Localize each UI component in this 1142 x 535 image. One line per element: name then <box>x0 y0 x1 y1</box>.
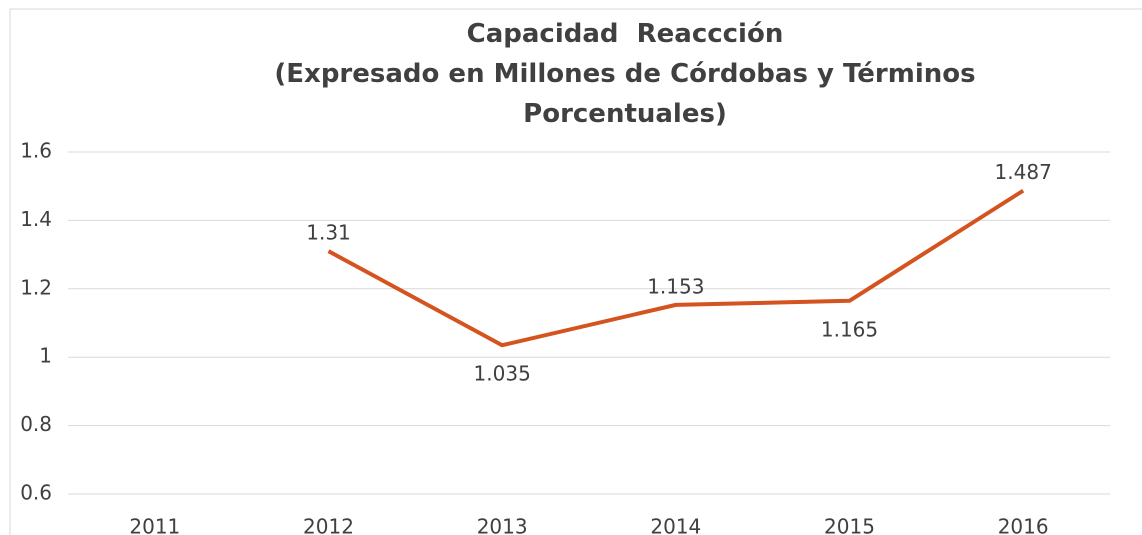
y-tick-label: 0.8 <box>20 412 52 436</box>
data-line <box>327 188 1025 348</box>
data-label: 1.31 <box>306 221 351 245</box>
y-tick-label: 1.6 <box>20 139 52 163</box>
x-tick-label: 2014 <box>650 515 701 535</box>
title-block: Capacidad Reaccción (Expresado en Millon… <box>230 14 1020 134</box>
x-tick-label: 2012 <box>303 515 354 535</box>
data-label: 1.165 <box>821 317 878 341</box>
data-label: 1.487 <box>995 160 1052 184</box>
x-tick-label: 2013 <box>477 515 528 535</box>
data-label: 1.035 <box>474 362 531 386</box>
x-tick-label: 2015 <box>824 515 875 535</box>
chart-title: Capacidad Reaccción <box>466 19 784 49</box>
y-tick-label: 1.4 <box>20 207 52 231</box>
x-tick-label: 2011 <box>129 515 180 535</box>
y-tick-label: 1.2 <box>20 275 52 299</box>
chart-subtitle: (Expresado en Millones de Córdobas y Tér… <box>274 59 985 129</box>
y-tick-label: 1 <box>39 344 52 368</box>
x-tick-label: 2016 <box>998 515 1049 535</box>
data-label: 1.153 <box>647 274 704 298</box>
y-tick-label: 0.6 <box>20 481 52 505</box>
